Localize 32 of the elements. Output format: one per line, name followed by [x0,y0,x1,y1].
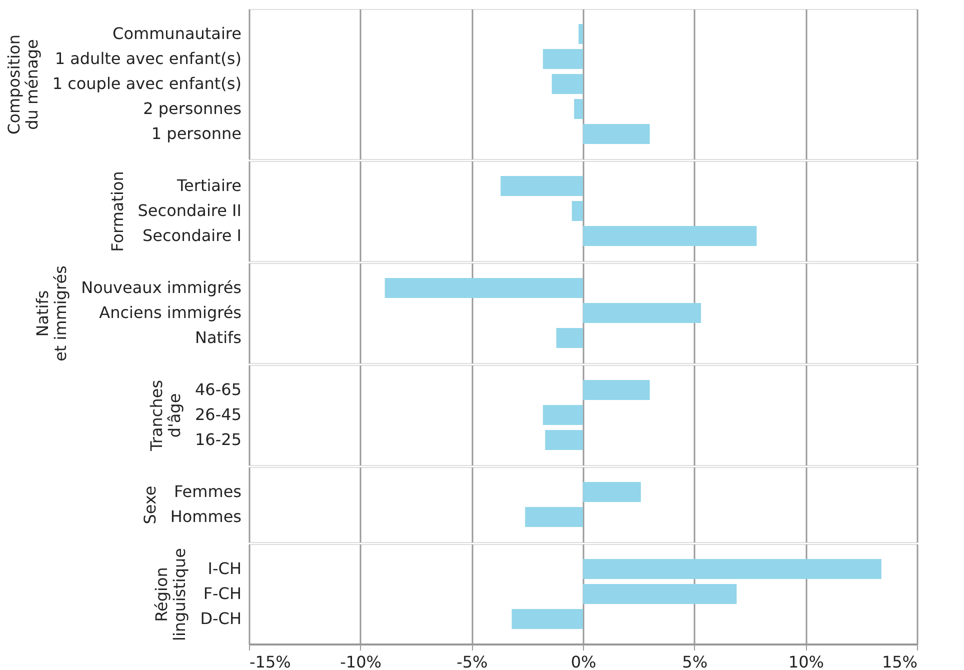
y-axis-title: Sexe [140,486,160,524]
y-tick-label: I-CH [208,559,242,578]
y-tick-label: 46-65 [195,380,242,399]
y-tick-label: Nouveaux immigrés [81,278,242,297]
x-tick-label: -10% [340,652,382,670]
y-tick-label: Tertiaire [176,176,242,195]
y-axis-title: Natifs et immigrés [33,266,70,362]
y-tick-label: 2 personnes [143,99,242,118]
y-tick-label: Secondaire I [142,226,242,245]
y-axis-title: Tranches d'âge [147,380,184,452]
y-tick-label: 1 personne [151,124,242,143]
y-axis-title: Formation [108,171,127,252]
y-tick-label: Anciens immigrés [99,303,242,322]
y-tick-label: F-CH [203,584,242,603]
x-tick-label: 0% [570,652,596,670]
x-tick-label: 5% [682,652,708,670]
y-tick-label: Hommes [170,507,242,526]
y-tick-label: Femmes [174,482,242,501]
y-axis-title: Composition du ménage [4,34,42,134]
y-axis-title: Région linguistique [152,548,190,641]
x-tick-label: -5% [456,652,488,670]
y-tick-label: Natifs [195,328,242,347]
y-tick-label: Communautaire [112,24,242,43]
x-tick-label: 15% [882,652,918,670]
y-tick-label: 1 couple avec enfant(s) [52,74,242,93]
y-tick-label: 26-45 [195,405,242,424]
y-tick-label: 16-25 [195,430,242,449]
y-tick-label: 1 adulte avec enfant(s) [54,49,242,68]
y-tick-label: Secondaire II [138,201,242,220]
x-tick-label: -15% [250,652,291,670]
x-tick-label: 10% [788,652,824,670]
y-tick-label: D-CH [200,609,242,628]
